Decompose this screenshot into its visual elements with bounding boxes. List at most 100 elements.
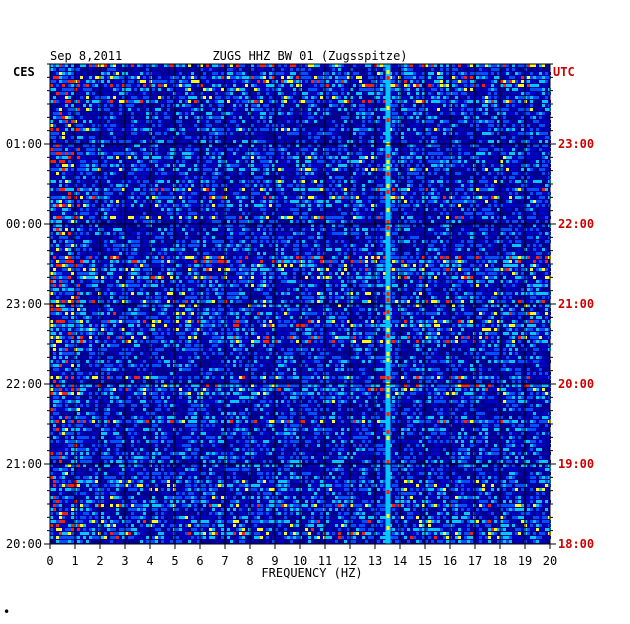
spectrogram-cell xyxy=(140,132,143,135)
spectrogram-cell xyxy=(95,140,98,143)
spectrogram-cell xyxy=(419,132,422,135)
spectrogram-cell xyxy=(89,108,92,111)
spectrogram-cell xyxy=(305,120,308,123)
spectrogram-cell xyxy=(107,180,110,183)
spectrogram-cell xyxy=(113,76,116,79)
spectrogram-cell xyxy=(485,156,488,159)
spectrogram-cell xyxy=(470,180,473,183)
spectrogram-cell xyxy=(53,128,56,131)
spectrogram-cell xyxy=(476,216,479,219)
spectrogram-cell xyxy=(131,76,134,79)
spectrogram-cell xyxy=(536,224,539,227)
spectrogram-cell xyxy=(182,156,185,159)
spectrogram-cell xyxy=(428,96,431,99)
spectrogram-cell xyxy=(89,208,92,211)
spectrogram-cell xyxy=(116,112,119,115)
spectrogram-cell xyxy=(176,144,179,147)
spectrogram-cell xyxy=(191,68,194,71)
spectrogram-cell xyxy=(215,172,218,175)
spectrogram-cell xyxy=(443,200,446,203)
spectrogram-cell xyxy=(512,156,515,159)
spectrogram-cell xyxy=(188,100,191,103)
spectrogram-cell xyxy=(341,80,344,83)
spectrogram-cell xyxy=(308,148,311,151)
spectrogram-cell xyxy=(482,144,485,147)
spectrogram-cell xyxy=(227,128,230,131)
spectrogram-cell xyxy=(290,108,293,111)
spectrogram-cell xyxy=(440,160,443,163)
spectrogram-cell xyxy=(461,80,464,83)
spectrogram-cell xyxy=(494,128,497,131)
spectrogram-cell xyxy=(404,160,407,163)
spectrogram-cell xyxy=(143,72,146,75)
spectrogram-cell xyxy=(416,76,419,79)
spectrogram-cell xyxy=(131,100,134,103)
spectrogram-cell xyxy=(503,152,506,155)
spectrogram-cell xyxy=(539,180,542,183)
spectrogram-cell xyxy=(68,100,71,103)
spectrogram-cell xyxy=(119,216,122,219)
spectrogram-cell xyxy=(170,84,173,87)
spectrogram-cell xyxy=(467,108,470,111)
spectrogram-cell xyxy=(182,192,185,195)
spectrogram-cell xyxy=(500,172,503,175)
spectrogram-cell xyxy=(428,116,431,119)
spectrogram-cell xyxy=(71,128,74,131)
spectrogram-cell xyxy=(272,196,275,199)
spectrogram-cell xyxy=(221,224,224,227)
spectrogram-cell xyxy=(272,228,275,231)
spectrogram-cell xyxy=(278,140,281,143)
spectrogram-cell xyxy=(344,196,347,199)
spectrogram-cell xyxy=(200,108,203,111)
spectrogram-cell xyxy=(92,136,95,139)
spectrogram-cell xyxy=(395,72,398,75)
spectrogram-cell xyxy=(263,120,266,123)
spectrogram-cell xyxy=(401,76,404,79)
spectrogram-cell xyxy=(77,172,80,175)
spectrogram-cell xyxy=(290,116,293,119)
spectrogram-cell xyxy=(431,92,434,95)
spectrogram-cell xyxy=(254,204,257,207)
spectrogram-cell xyxy=(134,76,137,79)
spectrogram-cell xyxy=(419,144,422,147)
spectrogram-cell xyxy=(245,80,248,83)
spectrogram-cell xyxy=(479,108,482,111)
spectrogram-cell xyxy=(539,80,542,83)
spectrogram-cell xyxy=(290,112,293,115)
spectrogram-cell xyxy=(245,204,248,207)
spectrogram-cell xyxy=(482,176,485,179)
spectrogram-cell xyxy=(245,184,248,187)
spectrogram-cell xyxy=(500,72,503,75)
spectrogram-cell xyxy=(155,64,158,67)
spectrogram-cell xyxy=(206,208,209,211)
spectrogram-cell xyxy=(227,168,230,171)
spectrogram-cell xyxy=(509,144,512,147)
spectrogram-cell xyxy=(377,224,380,227)
spectrogram-cell xyxy=(158,212,161,215)
spectrogram-cell xyxy=(281,72,284,75)
spectrogram-cell xyxy=(470,64,473,67)
spectrogram-cell xyxy=(50,208,53,211)
spectrogram-cell xyxy=(317,72,320,75)
spectrogram-cell xyxy=(359,104,362,107)
spectrogram-cell xyxy=(269,144,272,147)
spectrogram-cell xyxy=(104,216,107,219)
spectrogram-cell xyxy=(527,180,530,183)
spectrogram-cell xyxy=(146,164,149,167)
spectrogram-cell xyxy=(380,180,383,183)
spectrogram-cell xyxy=(446,112,449,115)
spectrogram-cell xyxy=(350,92,353,95)
spectrogram-cell xyxy=(62,180,65,183)
spectrogram-cell xyxy=(431,72,434,75)
spectrogram-cell xyxy=(278,168,281,171)
spectrogram-cell xyxy=(425,200,428,203)
spectrogram-cell xyxy=(101,144,104,147)
spectrogram-cell xyxy=(431,96,434,99)
spectrogram-cell xyxy=(446,96,449,99)
spectrogram-cell xyxy=(314,156,317,159)
spectrogram-cell xyxy=(401,100,404,103)
spectrogram-cell xyxy=(86,188,89,191)
spectrogram-cell xyxy=(269,100,272,103)
spectrogram-cell xyxy=(230,164,233,167)
spectrogram-cell xyxy=(158,124,161,127)
